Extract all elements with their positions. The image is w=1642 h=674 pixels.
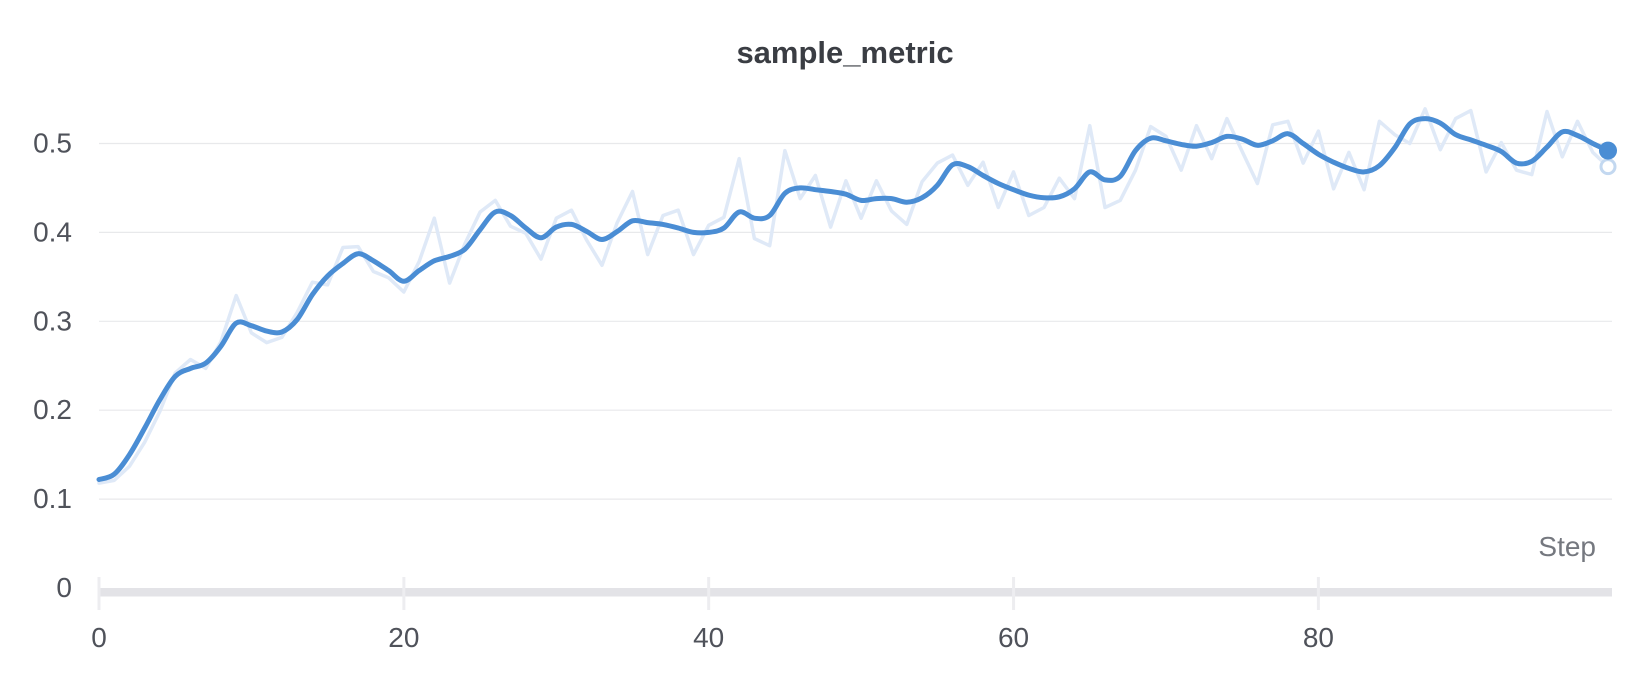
smoothed-last-point-marker <box>1599 141 1617 160</box>
x-tick-label: 40 <box>693 622 724 653</box>
axis-tick-labels: 0 0.1 0.2 0.3 0.4 0.5 0 20 40 60 80 <box>33 128 1334 654</box>
y-tick-label: 0 <box>56 572 72 603</box>
chart-title: sample_metric <box>736 35 953 70</box>
last-point-markers <box>1599 141 1617 176</box>
x-tick-label: 20 <box>388 622 419 653</box>
y-tick-label: 0.3 <box>33 305 72 336</box>
x-axis-label: Step <box>1538 531 1596 562</box>
smoothed-series-line <box>96 116 1611 482</box>
x-tick-label: 80 <box>1303 622 1334 653</box>
y-tick-label: 0.5 <box>33 128 72 159</box>
gridlines <box>99 142 1612 500</box>
y-tick-label: 0.2 <box>33 394 72 425</box>
series-lines <box>96 107 1611 485</box>
raw-last-point-marker <box>1599 158 1617 176</box>
y-tick-label: 0.4 <box>33 216 72 247</box>
x-tick-label: 0 <box>91 622 107 653</box>
x-axis <box>97 577 1612 610</box>
x-tick-label: 60 <box>998 622 1029 653</box>
y-tick-label: 0.1 <box>33 483 72 514</box>
x-axis-bar <box>99 588 1612 597</box>
